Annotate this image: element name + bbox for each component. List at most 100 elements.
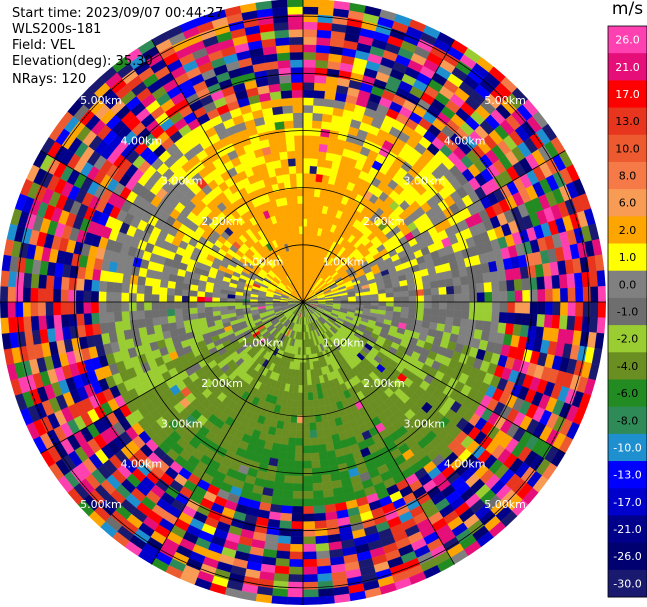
velocity-gate	[544, 288, 554, 303]
velocity-gate	[279, 74, 292, 84]
velocity-gate	[543, 275, 553, 290]
colorbar-tick-label: 26.0	[615, 34, 640, 47]
velocity-gate	[311, 460, 321, 469]
velocity-gate	[302, 44, 317, 53]
velocity-gate	[567, 301, 576, 317]
range-ring-label: 5.00km	[484, 94, 526, 107]
velocity-gate	[302, 233, 307, 242]
velocity-gate	[114, 320, 124, 332]
velocity-gate	[302, 120, 313, 129]
velocity-gate	[158, 294, 167, 303]
velocity-gate	[292, 483, 304, 492]
velocity-gate	[273, 21, 289, 31]
velocity-gate	[293, 120, 304, 129]
colorbar-tick-label: -17.0	[613, 496, 641, 509]
velocity-gate	[144, 317, 154, 328]
velocity-gate	[279, 151, 289, 161]
velocity-gate	[536, 276, 546, 290]
velocity-gate	[431, 301, 440, 310]
velocity-gate	[597, 301, 606, 319]
velocity-gate	[575, 287, 584, 303]
velocity-gate	[279, 82, 293, 92]
velocity-gate	[287, 158, 297, 167]
velocity-gate	[281, 429, 290, 438]
velocity-gate	[483, 282, 493, 293]
velocity-gate	[288, 36, 304, 45]
velocity-gate	[291, 399, 299, 409]
velocity-gate	[136, 301, 145, 311]
velocity-gate	[438, 286, 447, 296]
velocity-gate	[174, 308, 183, 316]
velocity-gate	[204, 296, 213, 303]
velocity-gate	[30, 287, 39, 303]
velocity-gate	[597, 285, 606, 303]
velocity-gate	[38, 274, 48, 289]
velocity-gate	[99, 322, 109, 335]
velocity-gate	[310, 142, 320, 152]
velocity-gate	[279, 443, 289, 453]
velocity-gate	[271, 588, 289, 598]
velocity-gate	[302, 135, 312, 144]
velocity-gate	[309, 437, 319, 446]
velocity-gate	[313, 505, 326, 514]
velocity-gate	[322, 105, 334, 116]
velocity-gate	[311, 467, 322, 477]
velocity-gate	[421, 275, 431, 284]
velocity-gate	[319, 458, 330, 468]
velocity-gate	[574, 272, 584, 288]
velocity-gate	[302, 150, 312, 159]
velocity-gate	[52, 288, 62, 303]
velocity-gate	[297, 392, 304, 401]
velocity-gate	[316, 166, 325, 175]
velocity-gate	[275, 44, 291, 54]
velocity-gate	[302, 559, 318, 568]
velocity-gate	[285, 135, 295, 144]
velocity-gate	[30, 273, 40, 289]
velocity-gate	[75, 289, 84, 303]
velocity-gate	[318, 451, 329, 461]
velocity-gate	[498, 280, 508, 292]
velocity-gate	[75, 313, 85, 326]
velocity-gate	[122, 320, 132, 331]
velocity-gate	[315, 542, 330, 552]
velocity-gate	[423, 295, 432, 303]
velocity-gate	[22, 287, 31, 303]
velocity-gate	[306, 377, 312, 386]
velocity-gate	[514, 290, 523, 303]
velocity-gate	[159, 316, 169, 325]
velocity-gate	[320, 466, 331, 476]
velocity-gate	[582, 301, 592, 318]
velocity-gate	[273, 481, 285, 491]
velocity-gate	[315, 550, 331, 560]
velocity-gate	[22, 301, 31, 317]
velocity-gate	[307, 399, 315, 409]
velocity-gate	[129, 319, 139, 330]
velocity-gate	[45, 314, 55, 330]
velocity-gate	[302, 36, 318, 45]
colorbar-tick-label: 6.0	[619, 197, 637, 210]
velocity-gate	[302, 369, 308, 378]
velocity-gate	[318, 595, 335, 605]
velocity-gate	[560, 301, 569, 317]
velocity-gate	[574, 316, 584, 332]
velocity-gate	[428, 273, 438, 283]
velocity-gate	[128, 310, 138, 321]
range-ring-label: 4.00km	[121, 134, 163, 147]
velocity-gate	[292, 112, 304, 121]
velocity-gate	[296, 422, 304, 431]
velocity-gate	[302, 506, 315, 515]
velocity-gate	[302, 112, 314, 121]
velocity-gate	[314, 520, 327, 530]
velocity-gate	[422, 281, 432, 290]
velocity-gate	[476, 292, 485, 303]
velocity-gate	[289, 173, 297, 182]
velocity-gate	[302, 536, 316, 545]
velocity-gate	[113, 301, 122, 313]
velocity-gate	[302, 407, 310, 416]
velocity-gate	[386, 301, 395, 307]
velocity-gate	[370, 301, 379, 307]
velocity-gate	[270, 98, 283, 108]
velocity-gate	[315, 52, 330, 62]
velocity-gate	[483, 311, 493, 322]
velocity-gate	[400, 290, 410, 298]
